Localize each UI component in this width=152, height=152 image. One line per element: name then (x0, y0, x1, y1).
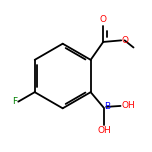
Text: OH: OH (98, 126, 111, 135)
Text: B: B (104, 102, 110, 111)
Text: F: F (12, 97, 17, 106)
Text: OH: OH (121, 101, 135, 111)
Text: O: O (122, 36, 129, 45)
Text: O: O (100, 15, 107, 24)
